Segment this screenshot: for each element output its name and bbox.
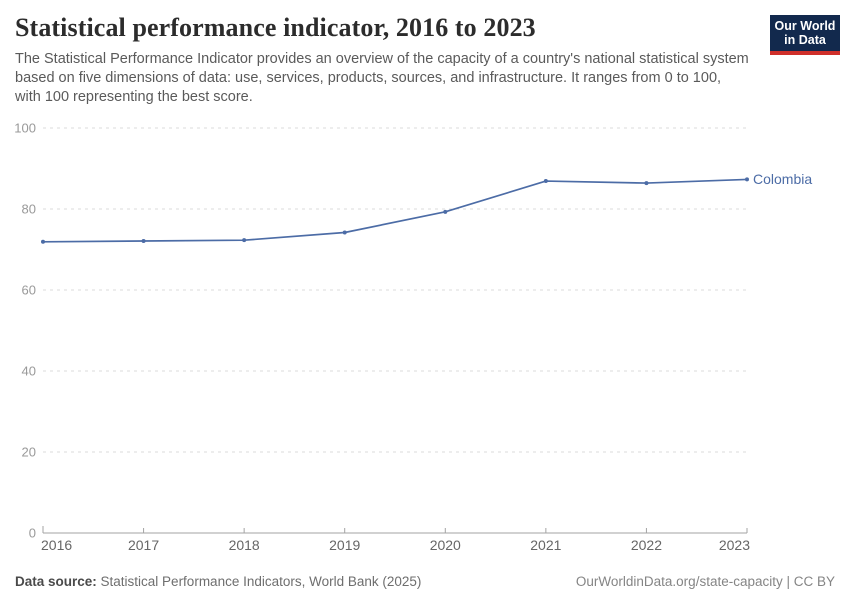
data-point[interactable] (342, 230, 347, 235)
data-point[interactable] (242, 238, 247, 243)
data-source-note[interactable]: Data source: Statistical Performance Ind… (15, 573, 421, 590)
owid-logo-line1: Our World (774, 19, 836, 33)
chart-area[interactable]: 0 20 40 60 80 100 2016 2017 2018 2019 2020 2021 2022… (0, 118, 850, 558)
owid-logo[interactable]: Our World in Data (770, 15, 840, 55)
y-tick-label: 100 (14, 121, 36, 136)
owid-logo-box: Our World in Data (770, 15, 840, 51)
x-tick-label: 2017 (128, 537, 159, 553)
x-tick-label: 2022 (631, 537, 662, 553)
x-tick-label: 2023 (719, 537, 750, 553)
series-end-label[interactable]: Colombia (753, 171, 812, 187)
y-tick-label: 20 (22, 445, 36, 460)
data-point[interactable] (141, 238, 146, 243)
y-tick-label: 60 (22, 283, 36, 298)
series-line-colombia[interactable] (42, 178, 748, 243)
x-tick-label: 2021 (530, 537, 561, 553)
chart-subtitle: The Statistical Performance Indicator pr… (15, 51, 749, 105)
owid-logo-line2: in Data (784, 33, 826, 47)
data-point[interactable] (443, 209, 448, 214)
data-point[interactable] (745, 177, 749, 182)
owid-logo-stripe (770, 51, 840, 55)
license-link[interactable]: OurWorldinData.org/state-capacity | CC B… (575, 574, 835, 589)
data-source-label: Data source: (15, 574, 97, 589)
x-tick-label: 2020 (430, 537, 461, 553)
y-tick-label: 40 (22, 364, 36, 379)
x-tick-label: 2016 (41, 537, 72, 553)
x-tick-label: 2018 (229, 537, 260, 553)
data-point[interactable] (543, 179, 548, 184)
x-tick-label: 2019 (329, 537, 360, 553)
y-tick-label: 0 (29, 526, 36, 541)
data-point[interactable] (644, 181, 649, 186)
data-point[interactable] (41, 239, 45, 244)
chart-footer: Data source: Statistical Performance Ind… (15, 573, 835, 590)
data-source-text[interactable]: Statistical Performance Indicators, Worl… (96, 574, 422, 589)
y-tick-label: 80 (22, 202, 36, 217)
line-chart-svg[interactable]: 0 20 40 60 80 100 2016 2017 2018 2019 2020 2021 2022… (0, 118, 850, 558)
chart-title: Statistical performance indicator, 2016 … (15, 13, 536, 42)
